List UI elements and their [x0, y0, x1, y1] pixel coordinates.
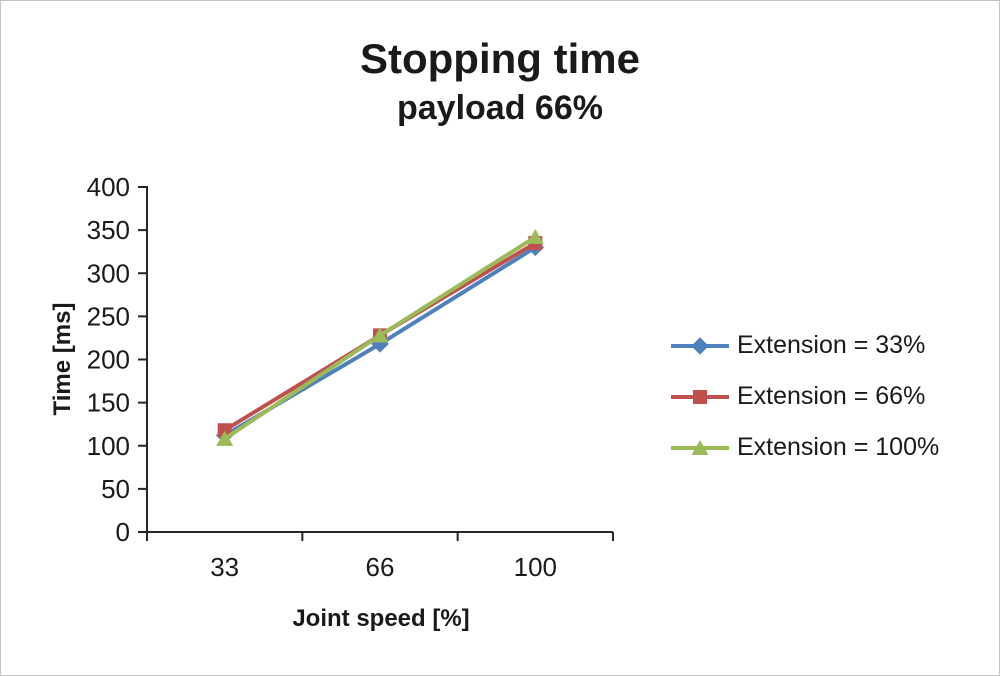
svg-text:33: 33	[210, 552, 239, 582]
x-axis-title: Joint speed [%]	[292, 605, 470, 632]
legend-marker-square-icon	[671, 389, 729, 404]
legend-label: Extension = 33%	[737, 331, 926, 359]
legend: Extension = 33% Extension = 66% Extension …	[669, 331, 939, 462]
svg-text:100: 100	[87, 431, 130, 461]
chart-title: Stopping time	[360, 35, 640, 82]
legend-label: Extension = 100%	[737, 433, 940, 461]
legend-item: Extension = 100%	[669, 433, 939, 462]
svg-text:66: 66	[366, 552, 395, 582]
legend-label: Extension = 66%	[737, 382, 926, 410]
legend-item: Extension = 33%	[669, 331, 939, 360]
legend-marker-triangle-icon	[671, 439, 729, 455]
svg-text:300: 300	[87, 258, 130, 288]
svg-text:400: 400	[87, 172, 130, 202]
chart-title-block: Stopping time payload 66%	[1, 35, 999, 128]
chart-subtitle: payload 66%	[397, 89, 603, 128]
legend-item: Extension = 66%	[669, 382, 939, 411]
svg-text:250: 250	[87, 301, 130, 331]
svg-text:200: 200	[87, 345, 130, 375]
svg-text:50: 50	[101, 474, 130, 504]
svg-text:0: 0	[116, 517, 130, 547]
svg-text:100: 100	[514, 552, 557, 582]
y-axis-title: Time [ms]	[49, 302, 76, 416]
legend-marker-diamond-icon	[671, 336, 729, 355]
svg-text:150: 150	[87, 388, 130, 418]
svg-text:350: 350	[87, 215, 130, 245]
